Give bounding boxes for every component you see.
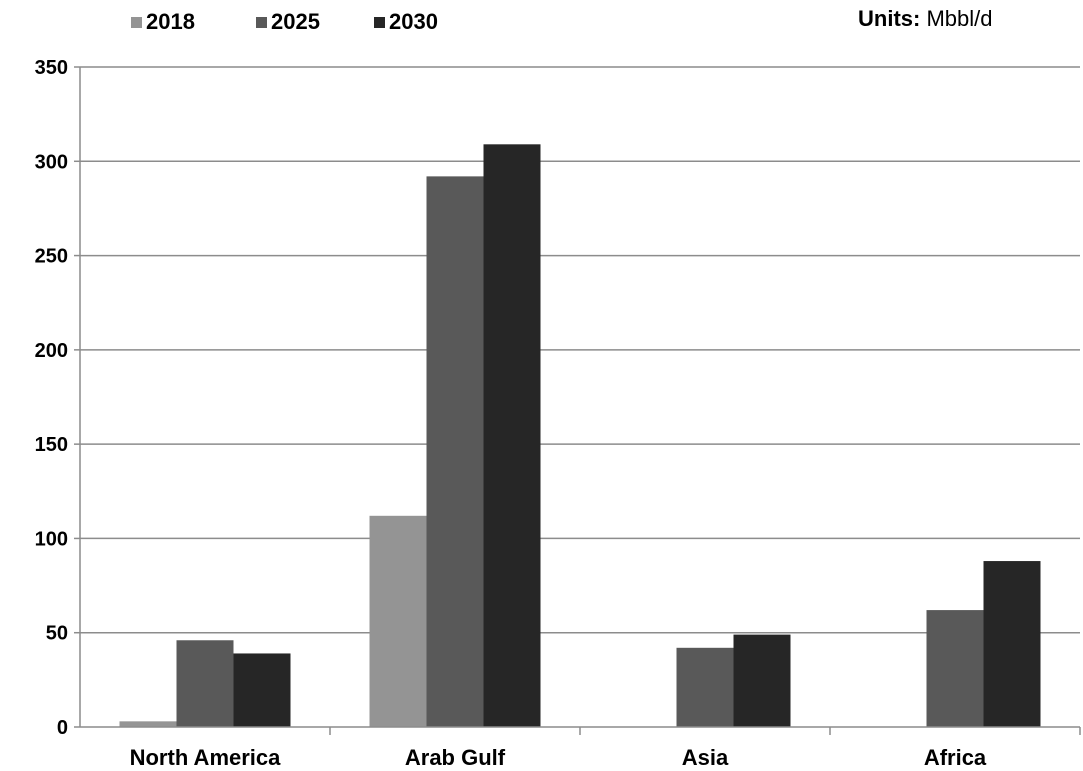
bar-africa-2025 [926, 610, 984, 727]
legend-label-2025: 2025 [271, 9, 320, 34]
bar-arab-gulf-2025 [426, 176, 484, 727]
bar-arab-gulf-2018 [369, 515, 427, 727]
y-tick-label: 200 [35, 340, 68, 362]
y-tick-label: 300 [35, 151, 68, 173]
bar-arab-gulf-2030 [483, 144, 541, 728]
x-category-label: Asia [682, 745, 729, 770]
axes [74, 66, 1081, 735]
units-label-key: Units: [858, 6, 921, 31]
bar-asia-2025 [676, 647, 734, 727]
legend-label-2018: 2018 [146, 9, 195, 34]
bars [119, 144, 1041, 728]
y-tick-label: 350 [35, 57, 68, 79]
bar-asia-2030 [733, 634, 791, 727]
units-label: Units: Mbbl/d [858, 6, 993, 32]
y-tick-label: 150 [35, 434, 68, 456]
x-category-label: Arab Gulf [405, 745, 506, 770]
bar-north-america-2018 [119, 721, 177, 727]
y-axis-ticks: 0 50 100 150 200 250 300 350 [35, 57, 68, 739]
legend-swatch-2030 [374, 17, 385, 28]
x-category-label: Africa [924, 745, 987, 770]
gridlines [80, 66, 1080, 634]
y-tick-label: 0 [57, 717, 68, 739]
y-tick-label: 100 [35, 528, 68, 550]
y-tick-label: 50 [46, 623, 68, 645]
legend-swatch-2025 [256, 17, 267, 28]
x-axis-categories: North America Arab Gulf Asia Africa [130, 745, 987, 770]
legend-swatch-2018 [131, 17, 142, 28]
bar-north-america-2025 [176, 640, 234, 727]
units-label-value: Mbbl/d [926, 6, 993, 31]
bar-africa-2030 [983, 561, 1041, 727]
legend-label-2030: 2030 [389, 9, 438, 34]
y-tick-label: 250 [35, 246, 68, 268]
legend: 2018 2025 2030 [131, 9, 438, 34]
bar-north-america-2030 [233, 653, 291, 727]
x-category-label: North America [130, 745, 282, 770]
